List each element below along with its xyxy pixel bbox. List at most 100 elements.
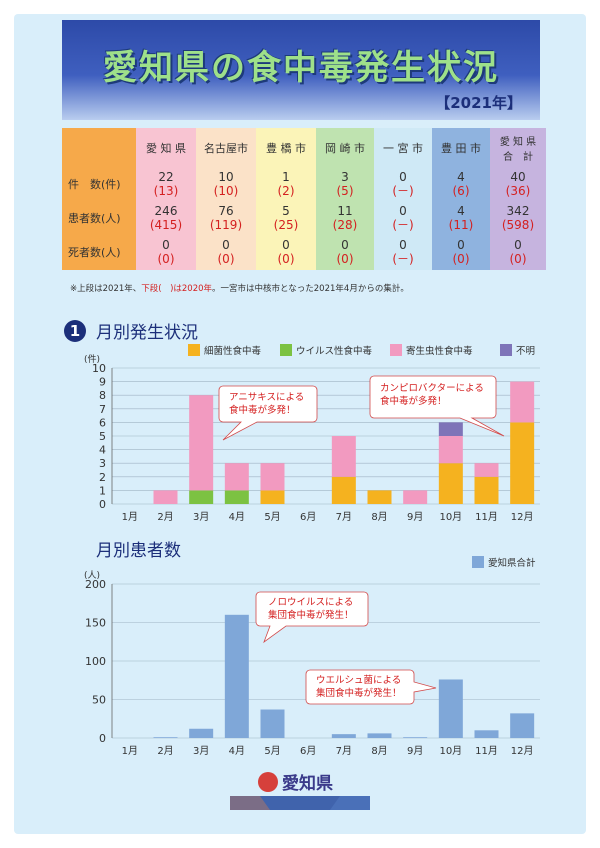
table-header-row: 愛 知 県 名古屋市 豊 橋 市 岡 崎 市 一 宮 市 豊 田 市 愛 知 県… bbox=[62, 128, 546, 168]
note-part-c: 。一宮市は中核市となった2021年4月からの集計。 bbox=[212, 284, 409, 294]
y-axis-unit: (件) bbox=[84, 353, 100, 365]
cell-value-2020: (6) bbox=[452, 184, 470, 198]
bar-1-2 bbox=[189, 490, 214, 504]
cell-value-2020: (36) bbox=[505, 184, 531, 198]
bar-0-6 bbox=[331, 476, 356, 504]
y-tick-label: 1 bbox=[99, 484, 106, 497]
section-title-monthly-patients: 月別患者数 bbox=[96, 541, 181, 561]
year-label: 【2021年】 bbox=[435, 94, 522, 112]
cell-value-2021: 4 bbox=[457, 204, 465, 219]
legend-label: 愛知県合計 bbox=[488, 557, 536, 569]
table-cell: 40 (36) bbox=[490, 168, 546, 202]
bar-0-11 bbox=[510, 713, 535, 738]
cell-value-2021: 1 bbox=[282, 170, 290, 185]
cell-value-2021: 0 bbox=[514, 238, 522, 253]
bar-2-8 bbox=[403, 490, 428, 504]
y-tick-label: 150 bbox=[85, 617, 106, 630]
header-total: 愛 知 県 合 計 bbox=[490, 128, 546, 168]
header-nagoya: 名古屋市 bbox=[196, 128, 256, 168]
table-cell: 4 (6) bbox=[432, 168, 490, 202]
callout-text: ノロウイルスによる bbox=[268, 597, 353, 608]
table-cell: 0 (0) bbox=[256, 236, 316, 270]
callout-bubble bbox=[218, 385, 318, 441]
monthly-patients-chart: 0 50 100 150 200(人) 1月 2月 3月 4月 5月 6月 7月 8月 9月 10月 11月 1… bbox=[84, 556, 540, 757]
callout-bubble bbox=[369, 375, 505, 437]
x-tick-label: 12月 bbox=[511, 511, 534, 523]
title-banner: 愛知県の食中毒発生状況 【2021年】 bbox=[62, 20, 540, 120]
cell-value-2021: 3 bbox=[341, 170, 349, 185]
table-cell: 3 (5) bbox=[316, 168, 374, 202]
y-tick-label: 200 bbox=[85, 578, 106, 591]
x-tick-label: 5月 bbox=[264, 745, 280, 757]
table-cell: 0 (－) bbox=[374, 202, 432, 236]
bar-0-1 bbox=[153, 737, 178, 738]
prefecture-logo: 愛知県 bbox=[230, 772, 370, 810]
x-tick-label: 8月 bbox=[371, 745, 387, 757]
header-aichi: 愛 知 県 bbox=[136, 128, 196, 168]
bar-0-4 bbox=[260, 709, 285, 738]
table-cell: 11 (28) bbox=[316, 202, 374, 236]
y-tick-label: 100 bbox=[85, 655, 106, 668]
legend-swatch bbox=[500, 344, 512, 356]
legend-swatch bbox=[280, 344, 292, 356]
callout-text: ウエルシュ菌による bbox=[316, 674, 401, 686]
table-cell: 0 (0) bbox=[136, 236, 196, 270]
cell-value-2020: (－) bbox=[392, 252, 414, 266]
cell-value-2021: 0 bbox=[399, 170, 407, 185]
cell-value-2020: (0) bbox=[509, 252, 527, 266]
cell-value-2020: (10) bbox=[213, 184, 239, 198]
y-tick-label: 3 bbox=[99, 457, 106, 470]
x-tick-label: 6月 bbox=[300, 511, 316, 523]
x-tick-label: 7月 bbox=[336, 511, 352, 523]
x-tick-label: 10月 bbox=[439, 745, 462, 757]
y-tick-label: 10 bbox=[92, 362, 106, 375]
legend-swatch bbox=[188, 344, 200, 356]
y-tick-label: 8 bbox=[99, 389, 106, 402]
cell-value-2021: 4 bbox=[457, 170, 465, 185]
x-tick-label: 8月 bbox=[371, 511, 387, 523]
note-part-a: ※上段は2021年、 bbox=[70, 284, 142, 294]
cell-value-2021: 22 bbox=[158, 170, 174, 185]
section-title-monthly-outbreaks: 月別発生状況 bbox=[96, 323, 198, 343]
legend-label: 不明 bbox=[516, 346, 535, 357]
bar-2-11 bbox=[510, 381, 535, 423]
table-cell: 0 (－) bbox=[374, 236, 432, 270]
y-tick-label: 7 bbox=[99, 403, 106, 416]
bar-0-2 bbox=[189, 728, 214, 738]
cell-value-2020: (415) bbox=[149, 218, 183, 232]
x-tick-label: 5月 bbox=[264, 511, 280, 523]
x-tick-label: 11月 bbox=[475, 511, 498, 523]
table-note: ※上段は2021年、下段( )は2020年。一宮市は中核市となった2021年4月… bbox=[70, 282, 409, 294]
x-tick-label: 1月 bbox=[122, 511, 138, 523]
emblem-icon bbox=[258, 772, 278, 792]
x-tick-label: 1月 bbox=[122, 745, 138, 757]
table-cell: 342 (598) bbox=[490, 202, 546, 236]
row-label: 患者数(人) bbox=[62, 202, 136, 236]
cell-value-2021: 342 bbox=[506, 204, 530, 219]
cell-value-2020: (28) bbox=[332, 218, 358, 232]
cell-value-2021: 40 bbox=[510, 170, 526, 185]
x-tick-label: 11月 bbox=[475, 745, 498, 757]
cell-value-2020: (25) bbox=[273, 218, 299, 232]
x-tick-label: 9月 bbox=[407, 745, 423, 757]
cell-value-2021: 11 bbox=[337, 204, 353, 219]
legend-swatch bbox=[390, 344, 402, 356]
bar-0-11 bbox=[510, 422, 535, 504]
table-cell: 5 (25) bbox=[256, 202, 316, 236]
bar-2-6 bbox=[331, 436, 356, 477]
legend-swatch bbox=[472, 556, 484, 568]
cell-value-2020: (11) bbox=[448, 218, 474, 232]
row-label: 件 数(件) bbox=[62, 168, 136, 202]
cell-value-2021: 0 bbox=[341, 238, 349, 253]
table-row: 患者数(人) 246 (415) 76 (119) 5 (25) 11 (28) 0 (－) 4 (11… bbox=[62, 202, 546, 236]
table-row: 件 数(件) 22 (13) 10 (10) 1 (2) 3 (5) 0 (－) 4 (6) 40 (36) bbox=[62, 168, 546, 202]
y-tick-label: 9 bbox=[99, 376, 106, 389]
cell-value-2020: (0) bbox=[217, 252, 235, 266]
cell-value-2021: 0 bbox=[162, 238, 170, 253]
bar-3-9 bbox=[438, 422, 463, 436]
